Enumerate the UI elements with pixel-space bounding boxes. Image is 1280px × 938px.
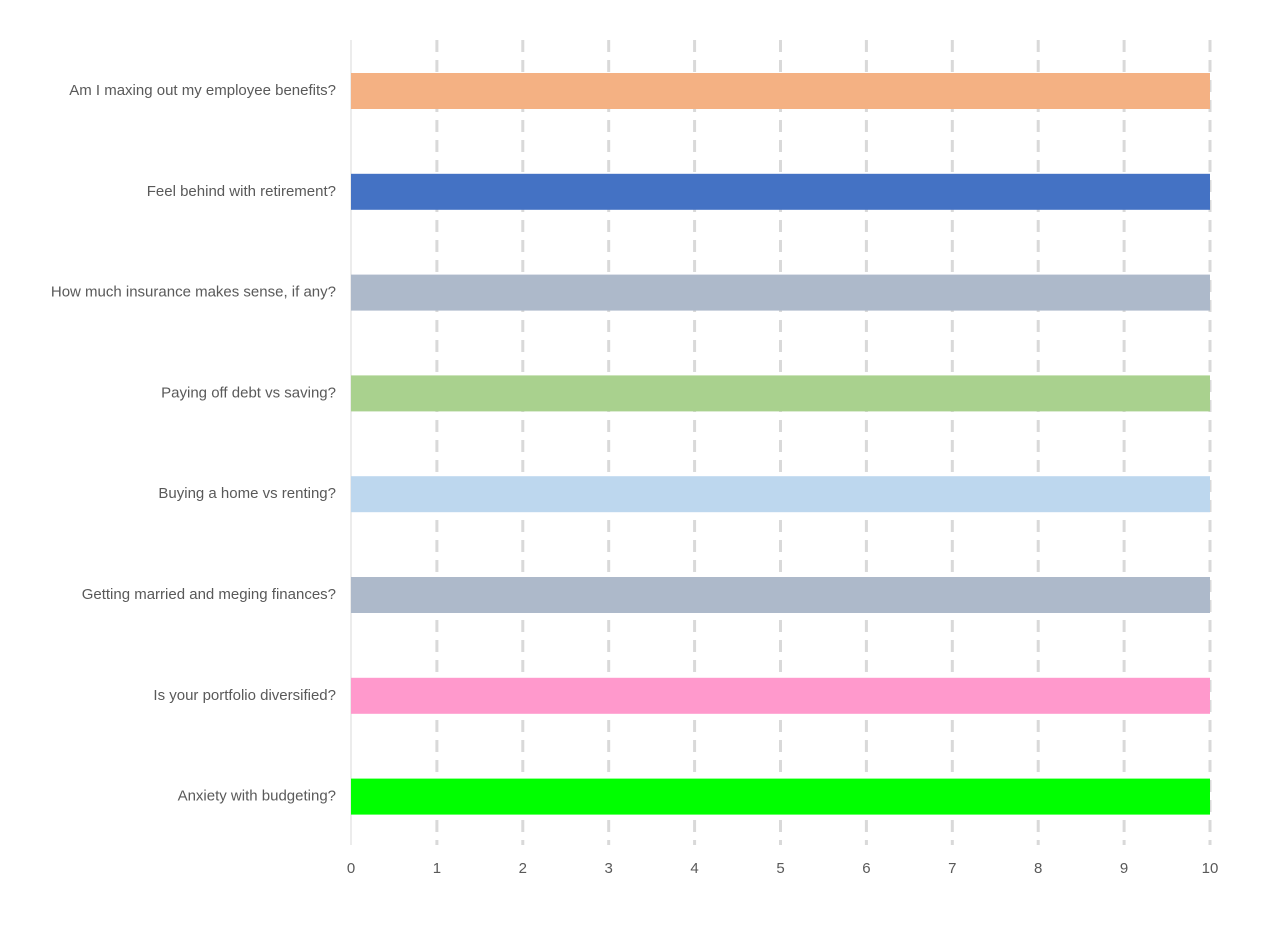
- x-tick-label: 6: [862, 860, 870, 877]
- bar: [351, 677, 1210, 714]
- category-label: Feel behind with retirement?: [147, 183, 336, 200]
- gridlines: [435, 40, 1212, 845]
- x-tick-labels: 0 1 2 3 4 5 6 7 8 9 10: [347, 860, 1219, 877]
- bar: [351, 577, 1210, 613]
- category-label: Paying off debt vs saving?: [161, 384, 336, 401]
- category-label: Buying a home vs renting?: [158, 485, 336, 502]
- bar: [351, 778, 1210, 815]
- x-tick-label: 8: [1034, 860, 1042, 877]
- x-tick-label: 1: [433, 860, 441, 877]
- bars: [351, 73, 1210, 815]
- x-tick-label: 3: [605, 860, 613, 877]
- x-tick-label: 5: [776, 860, 784, 877]
- x-tick-label: 9: [1120, 860, 1128, 877]
- category-labels: Am I maxing out my employee benefits? Fee…: [51, 82, 336, 805]
- category-label: How much insurance makes sense, if any?: [51, 284, 336, 301]
- bar: [351, 173, 1210, 210]
- x-tick-label: 7: [948, 860, 956, 877]
- bar: [351, 375, 1210, 412]
- category-label: Anxiety with budgeting?: [178, 788, 336, 805]
- bar: [351, 476, 1210, 513]
- bar: [351, 274, 1210, 311]
- category-label: Am I maxing out my employee benefits?: [69, 82, 336, 99]
- x-tick-label: 2: [519, 860, 527, 877]
- category-label: Is your portfolio diversified?: [153, 687, 336, 704]
- x-tick-label: 0: [347, 860, 355, 877]
- x-tick-label: 4: [690, 860, 698, 877]
- bar: [351, 73, 1210, 109]
- x-tick-label: 10: [1202, 860, 1219, 877]
- category-label: Getting married and meging finances?: [82, 586, 336, 603]
